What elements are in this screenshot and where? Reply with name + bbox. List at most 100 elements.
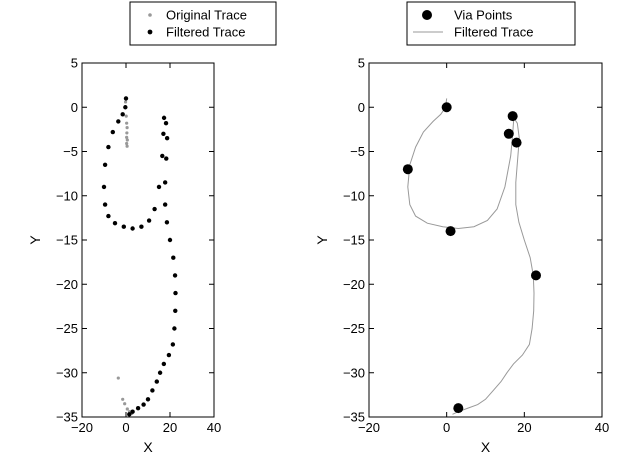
data-point-original-trace (116, 376, 120, 380)
chart-panel-1: −20 0 20 40 5 0 −5 −10 −15 −20 −25 −30 −35 X Y Original… (27, 1, 277, 455)
y-tick-label: −10 (343, 188, 365, 203)
data-point-filtered-trace (127, 412, 132, 417)
x-tick-label: 0 (122, 420, 129, 435)
legend-box (406, 1, 576, 46)
data-point-filtered-trace (101, 184, 107, 190)
data-point-filtered-trace (161, 361, 167, 367)
series-group (101, 96, 178, 417)
data-point-filtered-trace (135, 405, 141, 411)
data-point-filtered-trace (161, 131, 166, 136)
legend-marker (422, 10, 432, 20)
data-point-original-trace (125, 135, 129, 139)
data-point-filtered-trace (152, 206, 157, 212)
x-tick-label: −20 (71, 420, 93, 435)
via-point (402, 164, 413, 175)
data-point-filtered-trace (172, 326, 177, 331)
data-point-filtered-trace (102, 202, 108, 207)
y-tick-label: −15 (56, 233, 78, 248)
via-point (511, 137, 522, 148)
legend-label: Original Trace (166, 8, 247, 23)
y-tick-label: 0 (71, 100, 78, 115)
data-point-filtered-trace (123, 96, 129, 101)
data-point-filtered-trace (102, 162, 108, 167)
data-point-filtered-trace (121, 224, 127, 229)
data-point-filtered-trace (116, 119, 121, 124)
series-line-filtered-trace (407, 98, 535, 415)
y-tick-label: −5 (350, 144, 365, 159)
legend-label: Via Points (454, 8, 513, 23)
data-point-filtered-trace (112, 220, 118, 226)
plot-area (81, 62, 215, 418)
via-point (530, 270, 541, 281)
y-tick-label: 5 (71, 56, 78, 71)
data-point-filtered-trace (123, 105, 128, 110)
y-tick-label: −30 (343, 365, 365, 380)
data-point-filtered-trace (166, 352, 172, 358)
legend-box (129, 1, 277, 46)
legend-label: Filtered Trace (166, 25, 245, 40)
y-tick-label: 0 (358, 100, 365, 115)
y-tick-label: −35 (56, 410, 78, 425)
legend: Original Trace Filtered Trace (129, 1, 277, 46)
data-point-filtered-trace (164, 156, 169, 161)
data-point-filtered-trace (145, 397, 151, 402)
y-tick-label: −20 (56, 277, 78, 292)
legend-marker (147, 29, 153, 35)
data-point-filtered-trace (163, 120, 169, 126)
x-tick-label: 40 (595, 420, 609, 435)
y-tick-label: 5 (358, 56, 365, 71)
data-point-original-trace (123, 402, 127, 406)
legend: Via Points Filtered Trace (406, 1, 576, 46)
data-point-filtered-trace (146, 218, 152, 223)
data-point-original-trace (124, 114, 128, 118)
y-tick-label: −20 (343, 277, 365, 292)
data-point-filtered-trace (154, 379, 159, 384)
data-point-filtered-trace (110, 129, 116, 135)
data-point-filtered-trace (150, 388, 155, 393)
data-point-filtered-trace (172, 273, 178, 278)
data-point-filtered-trace (162, 180, 168, 185)
data-point-filtered-trace (130, 409, 135, 414)
data-point-filtered-trace (156, 184, 162, 190)
y-tick-label: −30 (56, 365, 78, 380)
via-point (441, 102, 452, 113)
x-tick-label: 0 (443, 420, 450, 435)
data-point-filtered-trace (157, 370, 163, 375)
data-point-filtered-trace (161, 115, 167, 121)
data-point-original-trace (121, 397, 125, 401)
data-point-original-trace (125, 138, 129, 142)
data-point-filtered-trace (139, 224, 144, 229)
data-point-original-trace (125, 131, 129, 135)
x-axis-label: X (143, 439, 153, 455)
via-point (445, 226, 456, 237)
y-tick-label: −25 (343, 321, 365, 336)
via-point (507, 111, 518, 122)
y-tick-label: −10 (56, 188, 78, 203)
x-tick-label: 20 (517, 420, 531, 435)
y-tick-label: −15 (343, 233, 365, 248)
chart-panel-2: −20 0 20 40 5 0 −5 −10 −15 −20 −25 −30 −35 X Y Via Poin… (314, 1, 609, 455)
y-tick-label: −35 (343, 410, 365, 425)
data-point-filtered-trace (164, 220, 170, 225)
y-axis-label: Y (314, 235, 330, 245)
data-point-filtered-trace (141, 402, 146, 407)
data-point-filtered-trace (164, 136, 170, 141)
data-point-original-trace (125, 407, 129, 411)
legend-label: Filtered Trace (454, 25, 533, 40)
data-point-filtered-trace (173, 290, 178, 296)
data-point-filtered-trace (130, 226, 135, 231)
data-point-filtered-trace (170, 342, 176, 347)
via-point (453, 403, 464, 414)
legend-marker (148, 13, 152, 17)
data-point-filtered-trace (167, 237, 173, 243)
data-point-filtered-trace (106, 144, 111, 150)
data-point-original-trace (125, 121, 129, 125)
data-point-filtered-trace (160, 153, 165, 159)
x-axis-label: X (481, 439, 491, 455)
data-point-filtered-trace (173, 308, 178, 313)
x-tick-label: −20 (358, 420, 380, 435)
y-axis-label: Y (27, 235, 43, 245)
data-point-filtered-trace (106, 213, 111, 219)
data-point-filtered-trace (171, 255, 176, 260)
